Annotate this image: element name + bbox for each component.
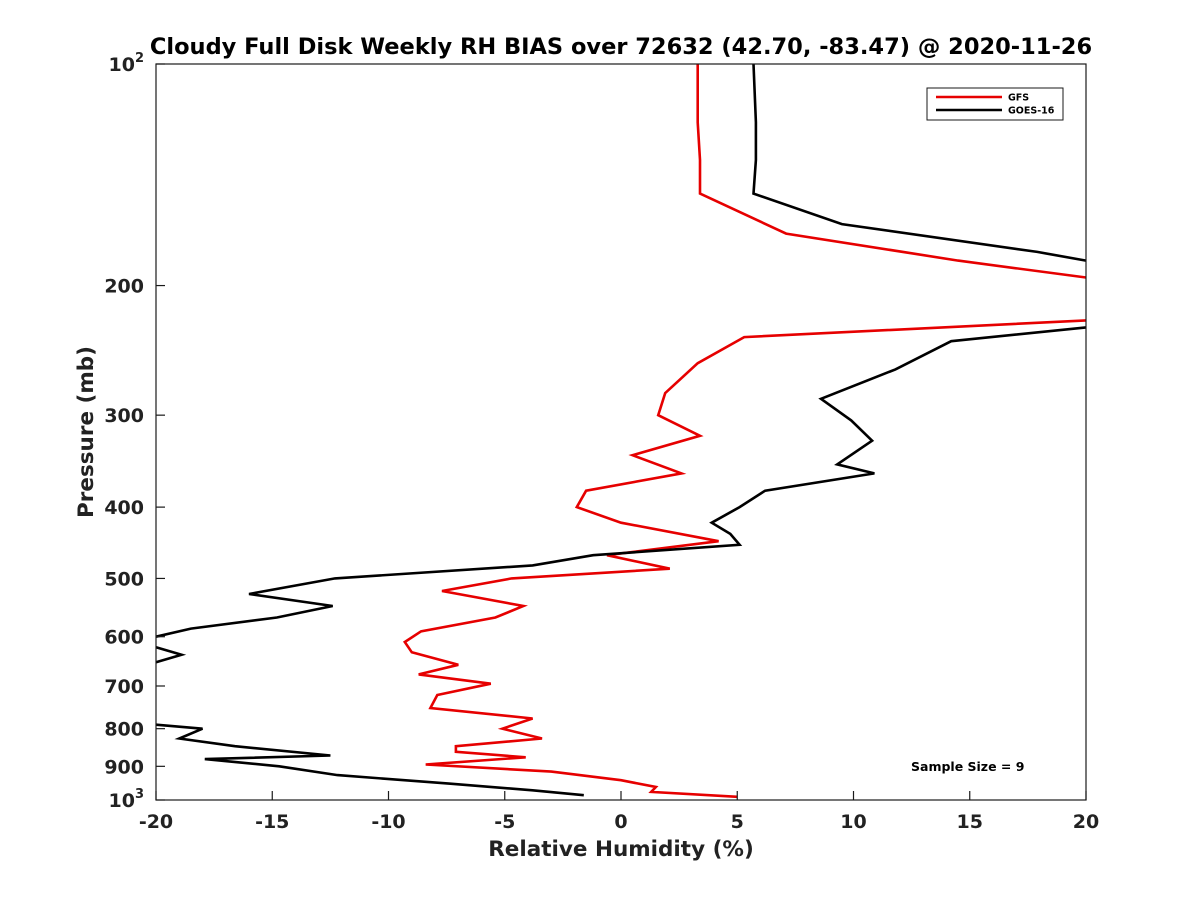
y-axis-label: Pressure (mb): [74, 346, 99, 518]
x-axis-label: Relative Humidity (%): [488, 837, 754, 862]
x-tick-label: 10: [840, 811, 866, 833]
y-tick-label: 200: [104, 276, 144, 298]
x-axis: -20 -15 -10 -5 0 5 10 15 20: [139, 791, 1099, 833]
x-tick-label: -5: [494, 811, 515, 833]
sample-size-annotation: Sample Size = 9: [911, 759, 1024, 774]
legend-label: GOES-16: [1008, 106, 1055, 117]
x-tick-label: -20: [139, 811, 173, 833]
y-tick-label: 900: [104, 756, 144, 778]
x-tick-label: 0: [614, 811, 627, 833]
y-axis: 102 200 300 400 500 600 700 800 900 103: [104, 51, 165, 812]
legend[interactable]: GFS GOES-16: [926, 87, 1064, 121]
y-tick-label: 103: [109, 787, 145, 812]
chart-title: Cloudy Full Disk Weekly RH BIAS over 726…: [150, 34, 1092, 60]
plot-area-frame: [155, 63, 1087, 801]
x-tick-label: -10: [371, 811, 405, 833]
y-tick-label: 300: [104, 405, 144, 427]
y-tick-label: 102: [109, 51, 145, 76]
series-line-gfs: [402, 64, 1087, 799]
x-tick-label: -15: [255, 811, 289, 833]
y-tick-label: 500: [104, 568, 144, 590]
y-tick-label: 700: [104, 676, 144, 698]
x-tick-label: 20: [1073, 811, 1099, 833]
y-tick-label: 600: [104, 627, 144, 649]
y-tick-label: 400: [104, 497, 144, 519]
x-tick-label: 5: [731, 811, 744, 833]
series-line-goes-16: [155, 63, 1087, 797]
x-tick-label: 15: [957, 811, 983, 833]
legend-label: GFS: [1008, 93, 1029, 104]
legend-box: [926, 87, 1064, 121]
plot-lines: [155, 63, 1087, 799]
y-tick-label: 800: [104, 719, 144, 741]
